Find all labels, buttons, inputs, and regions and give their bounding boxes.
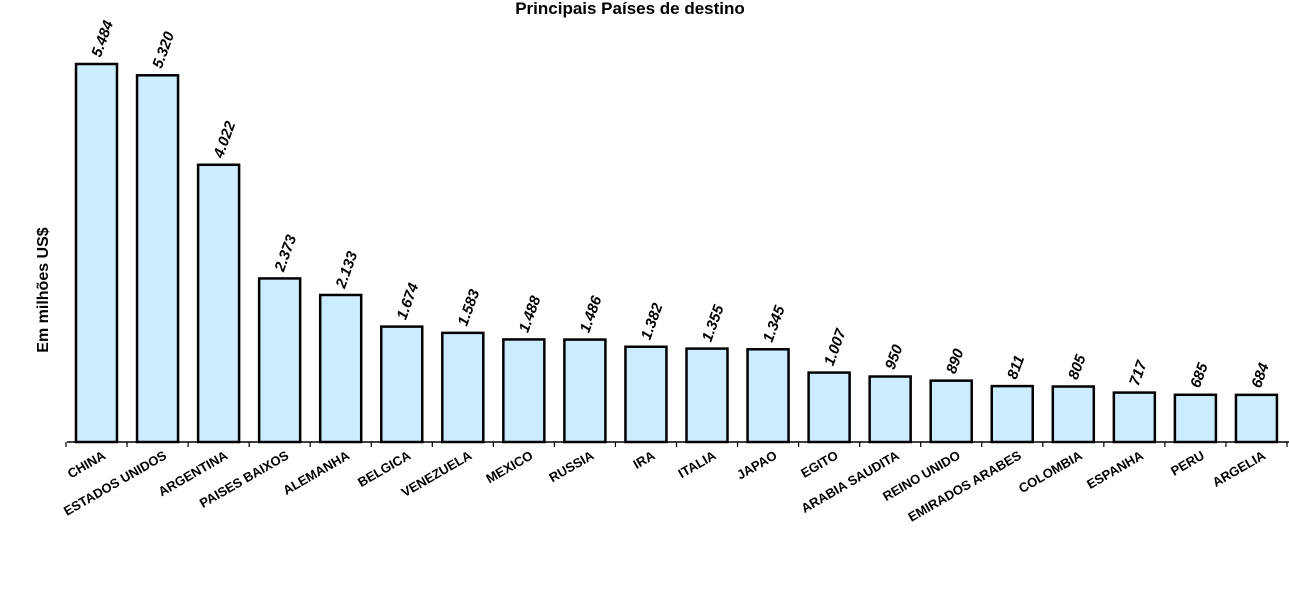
data-label: 4.022 (210, 118, 239, 161)
bar (502, 338, 546, 444)
x-tick-label: COLOMBIA (1016, 447, 1085, 496)
data-label: 2.373 (271, 232, 300, 275)
bar (929, 379, 973, 444)
data-label: 890 (943, 346, 968, 376)
bar (135, 74, 180, 444)
data-label: 1.382 (638, 300, 667, 342)
data-label: 5.484 (88, 18, 117, 60)
data-label: 950 (882, 342, 907, 372)
bar (318, 293, 363, 444)
x-tick-label: EGITO (798, 448, 840, 481)
data-label: 5.320 (149, 29, 178, 71)
x-tick-label: MEXICO (483, 448, 535, 487)
bar (746, 348, 790, 444)
bar (563, 338, 607, 444)
data-label: 1.583 (455, 287, 484, 329)
bar (624, 345, 668, 444)
data-label: 1.355 (699, 302, 728, 344)
bar (1173, 393, 1218, 444)
data-label: 805 (1065, 352, 1090, 382)
data-label: 1.486 (577, 293, 606, 335)
x-tick-label: ESTADOS UNIDOS (61, 447, 169, 518)
bar (1051, 385, 1096, 444)
x-tick-label: ITALIA (676, 447, 719, 481)
x-tick-label: ALEMANHA (280, 447, 352, 497)
x-tick-label: EMIRADOS ARABES (905, 447, 1024, 524)
data-label: 1.488 (516, 293, 545, 335)
bar (1112, 391, 1157, 444)
x-tick-label: ESPANHA (1084, 447, 1146, 492)
x-tick-label: IRA (631, 447, 658, 471)
x-tick-label: RUSSIA (546, 447, 597, 485)
x-tick-label: CHINA (65, 447, 109, 481)
bar (74, 62, 119, 444)
data-label: 1.345 (760, 303, 789, 345)
bar (807, 371, 851, 444)
y-axis-label: Em milhões US$ (35, 227, 52, 352)
bar (380, 325, 424, 444)
x-tick-label: PERU (1168, 448, 1207, 479)
chart-title: Principais Países de destino (515, 0, 745, 18)
data-label: 717 (1126, 358, 1151, 388)
bar (990, 384, 1034, 444)
x-tick-label: ARGELIA (1210, 447, 1269, 490)
data-label: 2.133 (332, 249, 361, 292)
data-label: 811 (1004, 353, 1028, 381)
bar (257, 277, 302, 444)
x-tick-label: JAPAO (734, 448, 779, 483)
data-label: 684 (1248, 360, 1273, 390)
bar (1234, 393, 1279, 444)
bar (685, 347, 729, 444)
bar (441, 331, 485, 444)
data-label: 685 (1187, 360, 1212, 390)
data-label: 1.007 (821, 326, 850, 368)
bar (868, 375, 912, 444)
bar (196, 163, 241, 444)
data-label: 1.674 (394, 280, 423, 322)
